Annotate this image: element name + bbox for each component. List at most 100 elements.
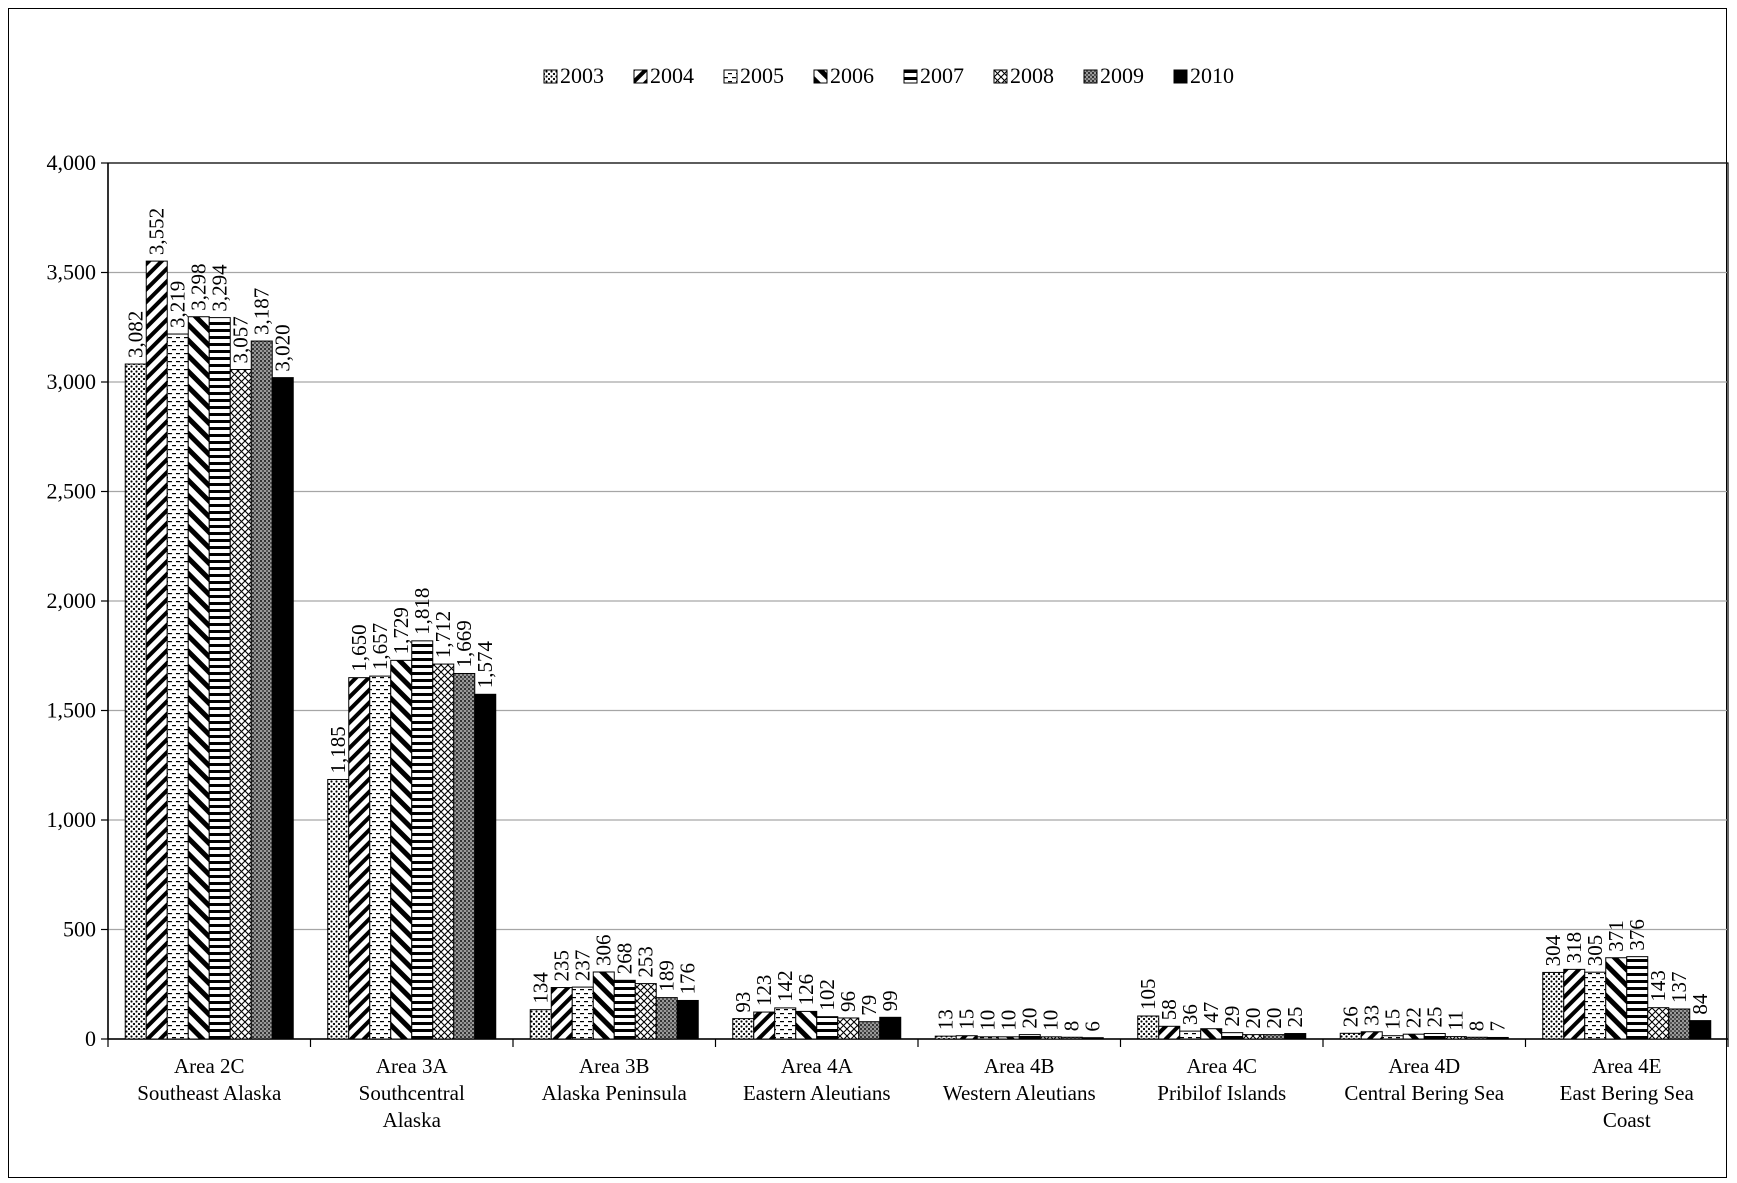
data-label: 3,020 <box>271 324 295 371</box>
data-label: 126 <box>794 974 818 1006</box>
bar <box>753 1011 776 1040</box>
legend-swatch <box>993 69 1008 84</box>
bar <box>1039 1036 1062 1040</box>
data-label: 3,298 <box>187 263 211 310</box>
bar <box>474 693 497 1040</box>
data-label: 3,187 <box>250 288 274 335</box>
bars <box>124 260 1712 1040</box>
legend-label: 2005 <box>740 63 784 88</box>
bar <box>976 1036 999 1040</box>
y-tick-label: 2,500 <box>47 479 97 504</box>
data-label: 189 <box>655 960 679 992</box>
bar <box>271 377 294 1040</box>
bar <box>1584 971 1607 1040</box>
bar <box>1018 1034 1041 1040</box>
bar <box>1486 1036 1509 1040</box>
data-label: 7 <box>1486 1021 1510 1032</box>
data-label: 20 <box>1241 1008 1265 1029</box>
bar <box>187 316 210 1040</box>
bar <box>1242 1034 1265 1040</box>
legend-swatch <box>1083 69 1098 84</box>
data-label: 10 <box>997 1010 1021 1031</box>
category-label: Western Aleutians <box>943 1081 1096 1105</box>
bar <box>1626 956 1649 1040</box>
bar <box>592 971 615 1040</box>
y-tick-label: 2,000 <box>47 588 97 613</box>
bar <box>432 663 455 1040</box>
category-label: Alaska <box>383 1108 442 1132</box>
bar <box>571 986 594 1040</box>
bar <box>1137 1015 1160 1040</box>
data-label: 304 <box>1541 934 1565 966</box>
category-label: Alaska Peninsula <box>542 1081 688 1105</box>
data-label: 36 <box>1178 1004 1202 1025</box>
category-label: Area 4C <box>1186 1054 1257 1078</box>
data-label: 3,057 <box>229 316 253 363</box>
data-label: 8 <box>1465 1021 1489 1032</box>
bar <box>1668 1008 1691 1040</box>
category-label: Area 2C <box>174 1054 245 1078</box>
data-label: 1,669 <box>452 620 476 667</box>
y-tick-label: 1,000 <box>47 807 97 832</box>
category-label: Area 3A <box>376 1054 449 1078</box>
data-label: 25 <box>1283 1007 1307 1028</box>
legend-swatch <box>903 69 918 84</box>
data-label: 99 <box>878 990 902 1011</box>
bar <box>529 1009 552 1040</box>
data-label: 15 <box>955 1009 979 1030</box>
data-labels: 3,082 1,185 134 93 13 105 26 304 3,552 1,650 235 12… <box>124 208 1713 1032</box>
bar <box>1179 1030 1202 1040</box>
chart-frame <box>8 8 1727 1178</box>
data-label: 22 <box>1402 1007 1426 1028</box>
bar <box>369 675 392 1040</box>
data-label: 1,818 <box>410 588 434 635</box>
bar <box>1647 1007 1670 1040</box>
bar <box>1221 1032 1244 1040</box>
data-label: 137 <box>1667 971 1691 1003</box>
y-tick-label: 0 <box>85 1026 96 1051</box>
bar <box>1381 1035 1404 1040</box>
data-label: 102 <box>815 979 839 1011</box>
bar <box>1542 971 1565 1040</box>
data-label: 58 <box>1157 999 1181 1020</box>
bar <box>1360 1031 1383 1040</box>
bar <box>1339 1032 1362 1040</box>
bar <box>1158 1025 1181 1040</box>
category-label: Southeast Alaska <box>137 1081 282 1105</box>
legend-label: 2006 <box>830 63 874 88</box>
bar <box>250 340 273 1040</box>
bar <box>837 1017 860 1040</box>
bar <box>453 672 476 1040</box>
data-label: 26 <box>1339 1006 1363 1027</box>
legend-swatch <box>1173 69 1188 84</box>
bar <box>124 363 147 1040</box>
bar <box>166 333 189 1040</box>
bar <box>934 1035 957 1040</box>
data-label: 306 <box>592 934 616 966</box>
bar <box>655 997 678 1040</box>
data-label: 123 <box>752 975 776 1007</box>
category-label: East Bering Sea <box>1560 1081 1695 1105</box>
bar <box>1402 1033 1425 1040</box>
data-label: 15 <box>1381 1009 1405 1030</box>
data-label: 237 <box>571 950 595 982</box>
bar <box>1200 1028 1223 1040</box>
data-label: 47 <box>1199 1002 1223 1023</box>
data-label: 3,294 <box>208 264 232 312</box>
data-label: 20 <box>1018 1008 1042 1029</box>
data-label: 84 <box>1688 993 1712 1015</box>
data-label: 20 <box>1262 1008 1286 1029</box>
legend-swatch <box>813 69 828 84</box>
bar <box>1563 968 1586 1040</box>
data-label: 3,219 <box>166 281 190 328</box>
legend-label: 2007 <box>920 63 964 88</box>
data-label: 134 <box>529 972 553 1004</box>
category-label: Pribilof Islands <box>1157 1081 1286 1105</box>
bar <box>208 317 231 1040</box>
data-label: 1,657 <box>368 623 392 670</box>
data-label: 1,650 <box>347 624 371 671</box>
category-label: Southcentral <box>359 1081 465 1105</box>
bar <box>879 1016 902 1040</box>
data-label: 10 <box>1039 1010 1063 1031</box>
data-label: 13 <box>934 1009 958 1030</box>
